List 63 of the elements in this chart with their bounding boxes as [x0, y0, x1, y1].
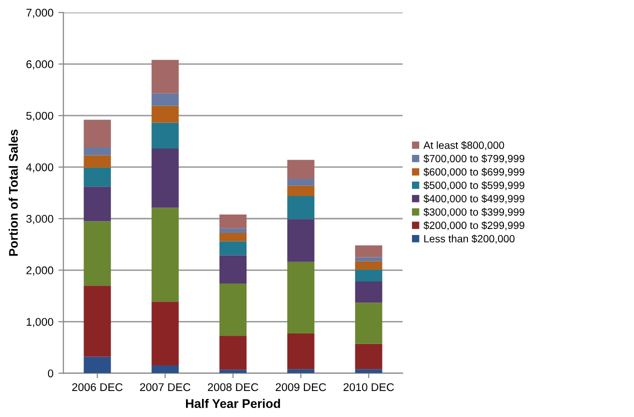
- legend-label: $400,000 to $499,999: [424, 194, 524, 204]
- y-tick-label: 0: [48, 369, 54, 378]
- bar: [152, 148, 179, 208]
- x-tick-label: 2009 DEC: [276, 383, 326, 392]
- x-tick-label: 2008 DEC: [208, 383, 258, 392]
- y-tick-label: 1,000: [26, 318, 54, 328]
- bar: [84, 155, 111, 168]
- bar: [219, 336, 247, 370]
- legend-label: Less than $200,000: [424, 234, 515, 244]
- y-tick-label: 7,000: [26, 8, 54, 18]
- y-axis-title: Portion of Total Sales: [8, 130, 18, 256]
- y-tick-label: 5,000: [26, 112, 54, 122]
- legend-label: $300,000 to $399,999: [424, 208, 524, 217]
- legend-label: $200,000 to $299,999: [424, 221, 524, 230]
- bar: [152, 60, 179, 94]
- bar: [219, 228, 247, 234]
- bar: [219, 255, 247, 284]
- bar: [152, 208, 179, 302]
- bar: [355, 369, 382, 374]
- bar: [84, 186, 111, 222]
- bar: [355, 270, 382, 282]
- legend-label: $500,000 to $599,999: [424, 181, 524, 190]
- bar: [84, 168, 111, 187]
- bar: [287, 160, 314, 179]
- bar: [152, 106, 179, 123]
- x-tick-label: 2010 DEC: [344, 383, 394, 392]
- x-tick-label: 2006 DEC: [72, 383, 123, 392]
- bar: [84, 286, 111, 357]
- bar: [355, 344, 382, 370]
- x-tick-label: 2007 DEC: [140, 383, 190, 392]
- bar: [152, 365, 179, 374]
- bar: [287, 196, 314, 220]
- bar: [84, 120, 111, 148]
- bar: [287, 186, 314, 196]
- bar: [152, 93, 179, 106]
- bar: [84, 356, 111, 374]
- bar: [355, 257, 382, 262]
- bar: [152, 302, 179, 366]
- bar: [152, 122, 179, 149]
- bar: [84, 148, 111, 156]
- bar: [287, 219, 314, 262]
- bar: [219, 370, 247, 374]
- bar: [287, 262, 314, 334]
- bar: [287, 334, 314, 370]
- bar: [355, 261, 382, 270]
- legend-label: $600,000 to $699,999: [424, 168, 524, 177]
- y-tick-label: 2,000: [26, 266, 54, 276]
- y-tick-label: 4,000: [26, 163, 54, 173]
- bar: [287, 369, 314, 374]
- legend-label: $700,000 to $799,999: [424, 154, 524, 164]
- x-axis-title: Half Year Period: [186, 398, 280, 408]
- bar: [355, 245, 382, 258]
- bar: [219, 241, 247, 256]
- bar: [355, 302, 382, 344]
- legend-label: At least $800,000: [423, 141, 504, 150]
- y-tick-label: 3,000: [26, 214, 54, 224]
- bar: [84, 221, 111, 286]
- y-tick-label: 6,000: [26, 60, 54, 70]
- bar: [355, 281, 382, 303]
- bar: [219, 214, 247, 228]
- bar: [219, 233, 247, 242]
- bar: [287, 178, 314, 186]
- bar: [219, 284, 247, 336]
